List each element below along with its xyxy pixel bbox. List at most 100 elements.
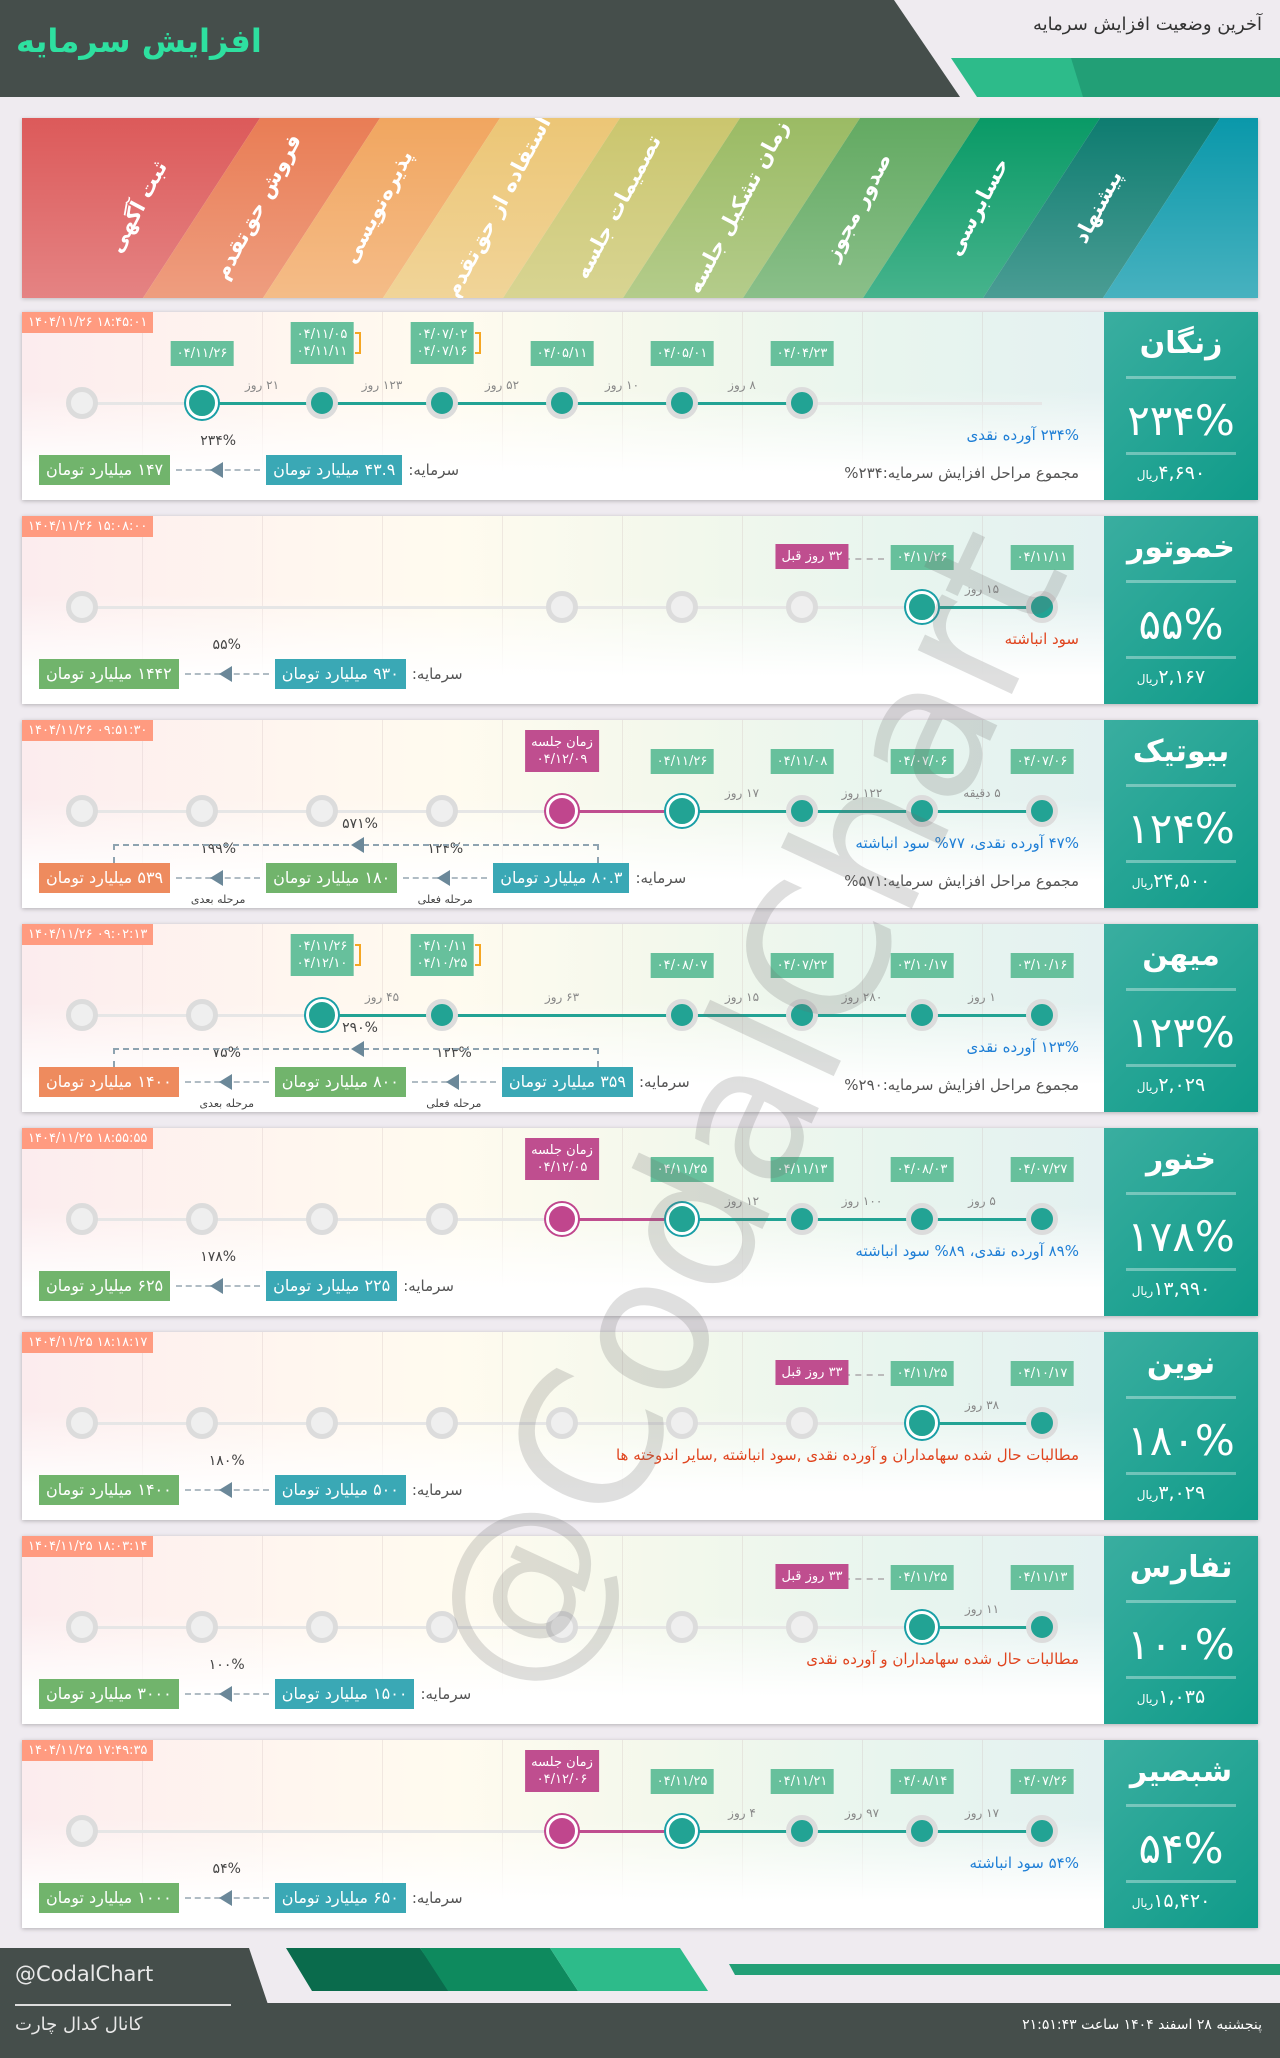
timeline-node-done[interactable]: [906, 999, 938, 1031]
step-stage-label: مرحله فعلی: [426, 1097, 482, 1110]
timeline-node-gray[interactable]: [426, 795, 458, 827]
timeline-node-gray[interactable]: [66, 1815, 98, 1847]
timeline-node-gray[interactable]: [66, 999, 98, 1031]
timeline-node-gray[interactable]: [546, 591, 578, 623]
timeline-node-gray[interactable]: [306, 1203, 338, 1235]
timeline-node-gray[interactable]: [66, 387, 98, 419]
symbol-name[interactable]: زنگان: [1139, 326, 1223, 361]
timeline-node-current[interactable]: [906, 591, 938, 623]
timeline-node-gray[interactable]: [66, 1203, 98, 1235]
timeline-node-done[interactable]: [666, 999, 698, 1031]
timeline-node-current[interactable]: [306, 999, 338, 1031]
symbol-panel[interactable]: خموتور ۵۵% ۲,۱۶۷ریال: [1104, 516, 1258, 704]
timeline-node-gray[interactable]: [786, 1407, 818, 1439]
timeline-node-done[interactable]: [786, 999, 818, 1031]
capital-target-box: ۱۰۰۰ میلیارد تومان: [39, 1883, 179, 1913]
timeline-node-gray[interactable]: [66, 795, 98, 827]
date-text: ۰۴/۱۱/۰۵: [296, 327, 348, 342]
symbol-name[interactable]: میهن: [1142, 938, 1220, 973]
timeline-node-gray[interactable]: [186, 795, 218, 827]
meeting-date-label: زمان جلسه ۰۴/۱۲/۰۹: [525, 730, 599, 772]
symbol-panel[interactable]: تفارس ۱۰۰% ۱,۰۳۵ریال: [1104, 1536, 1258, 1724]
timeline-node-done[interactable]: [1026, 999, 1058, 1031]
symbol-panel[interactable]: بیوتیک ۱۲۴% ۲۴,۵۰۰ریال: [1104, 720, 1258, 908]
timeline-node-gray[interactable]: [426, 1611, 458, 1643]
symbol-panel[interactable]: زنگان ۲۳۴% ۴,۶۹۰ریال: [1104, 312, 1258, 500]
timeline-node-done[interactable]: [906, 1815, 938, 1847]
timeline-node-gray[interactable]: [186, 1611, 218, 1643]
timeline-node-done[interactable]: [1026, 1407, 1058, 1439]
timeline-node-meeting[interactable]: [546, 795, 578, 827]
step-percent: ۱۸۰%: [208, 1453, 245, 1469]
timeline-node-current[interactable]: [666, 1203, 698, 1235]
timeline-node-done[interactable]: [786, 1203, 818, 1235]
timeline-node-gray[interactable]: [426, 1203, 458, 1235]
timeline-node-gray[interactable]: [186, 999, 218, 1031]
timeline-node-done[interactable]: [906, 795, 938, 827]
column-divider: [742, 1536, 743, 1724]
gap-duration: ۱۵ روز: [964, 582, 1000, 596]
date-text: ۰۴/۰۵/۱۱: [536, 346, 588, 361]
timeline-node-done[interactable]: [1026, 1611, 1058, 1643]
timeline-node-done[interactable]: [906, 1203, 938, 1235]
timeline-node-meeting[interactable]: [546, 1203, 578, 1235]
timeline-node-done[interactable]: [426, 999, 458, 1031]
footer-datetime: پنجشنبه ۲۸ اسفند ۱۴۰۴ ساعت ۲۱:۵۱:۴۳: [1022, 2017, 1262, 2033]
arrow-head-icon: [218, 1890, 232, 1906]
timeline-node-gray[interactable]: [186, 1407, 218, 1439]
symbol-name[interactable]: تفارس: [1129, 1550, 1233, 1585]
timeline-node-done[interactable]: [786, 795, 818, 827]
price-value: ۲,۱۶۷: [1158, 666, 1206, 688]
timeline-node-done[interactable]: [1026, 1815, 1058, 1847]
timeline-node-done[interactable]: [1026, 795, 1058, 827]
stage-date-label: ۰۳/۱۰/۱۶: [1010, 953, 1074, 978]
timeline-node-gray[interactable]: [786, 591, 818, 623]
timeline-node-current[interactable]: [906, 1407, 938, 1439]
company-card: ۱۴۰۴/۱۱/۲۵ ۱۷:۴۹:۳۵ زمان جلسه ۰۴/۱۲/۰۶ ۰۴/۱…: [22, 1740, 1258, 1928]
symbol-panel[interactable]: میهن ۱۲۳% ۲,۰۲۹ریال: [1104, 924, 1258, 1112]
timeline-node-done[interactable]: [666, 387, 698, 419]
symbol-panel[interactable]: نوین ۱۸۰% ۳,۰۲۹ریال: [1104, 1332, 1258, 1520]
timeline-node-done[interactable]: [1026, 1203, 1058, 1235]
timeline-node-gray[interactable]: [66, 591, 98, 623]
timeline-node-gray[interactable]: [666, 591, 698, 623]
timeline-node-current[interactable]: [666, 795, 698, 827]
timeline-node-gray[interactable]: [546, 1611, 578, 1643]
timeline-node-gray[interactable]: [66, 1407, 98, 1439]
symbol-name[interactable]: خموتور: [1127, 530, 1235, 565]
panel-divider: [1126, 1880, 1236, 1883]
timeline-node-gray[interactable]: [546, 1407, 578, 1439]
timeline-node-done[interactable]: [786, 387, 818, 419]
timeline-node-gray[interactable]: [306, 1611, 338, 1643]
timeline-node-done[interactable]: [306, 387, 338, 419]
gap-duration: ۱۷ روز: [964, 1806, 1000, 1820]
share-price: ۲,۱۶۷ریال: [1104, 666, 1258, 688]
symbol-name[interactable]: نوین: [1146, 1346, 1216, 1381]
timeline-node-current[interactable]: [906, 1611, 938, 1643]
timeline-node-gray[interactable]: [426, 1407, 458, 1439]
timeline-node-gray[interactable]: [306, 1407, 338, 1439]
timeline-node-done[interactable]: [546, 387, 578, 419]
total-increase-summary: مجموع مراحل افزایش سرمایه:۲۳۴%: [844, 464, 1079, 482]
timeline-node-gray[interactable]: [666, 1407, 698, 1439]
timeline-node-gray[interactable]: [66, 1611, 98, 1643]
timeline-node-done[interactable]: [1026, 591, 1058, 623]
symbol-panel[interactable]: شبصیر ۵۴% ۱۵,۴۲۰ریال: [1104, 1740, 1258, 1928]
timeline-node-gray[interactable]: [666, 1611, 698, 1643]
timeline-node-gray[interactable]: [306, 795, 338, 827]
symbol-panel[interactable]: خنور ۱۷۸% ۱۳,۹۹۰ریال: [1104, 1128, 1258, 1316]
timeline-node-done[interactable]: [426, 387, 458, 419]
symbol-name[interactable]: بیوتیک: [1132, 734, 1230, 769]
footer-handle[interactable]: @CodalChart: [15, 1962, 154, 1986]
timeline-node-current[interactable]: [666, 1815, 698, 1847]
capital-arrow: ۱۸۰%: [179, 1453, 275, 1505]
timeline-node-done[interactable]: [786, 1815, 818, 1847]
gap-duration: ۶۳ روز: [544, 990, 580, 1004]
date-text: ۰۴/۱۱/۲۶: [176, 346, 228, 361]
timeline-node-current[interactable]: [186, 387, 218, 419]
symbol-name[interactable]: شبصیر: [1129, 1754, 1233, 1789]
timeline-node-gray[interactable]: [186, 1203, 218, 1235]
timeline-node-gray[interactable]: [786, 1611, 818, 1643]
timeline-node-meeting[interactable]: [546, 1815, 578, 1847]
symbol-name[interactable]: خنور: [1146, 1142, 1216, 1177]
